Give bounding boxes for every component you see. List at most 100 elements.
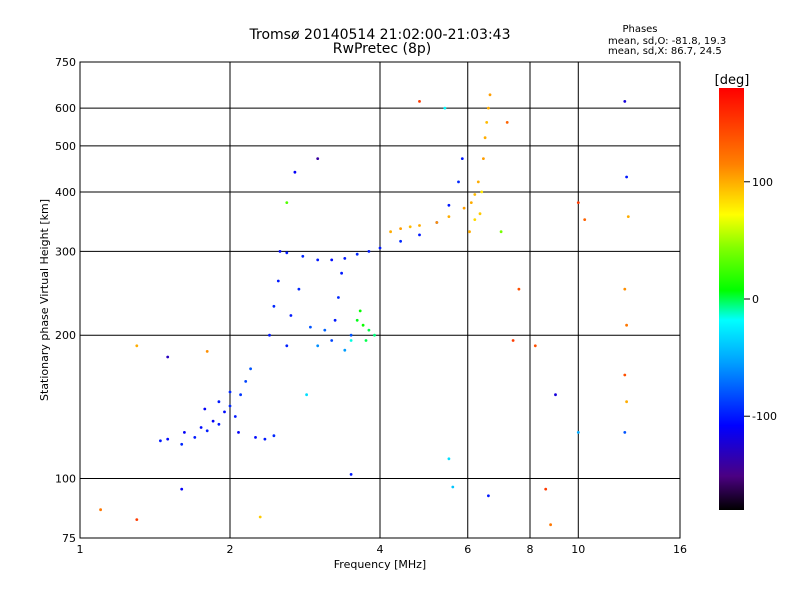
data-point bbox=[468, 230, 471, 234]
data-point bbox=[330, 258, 334, 262]
data-point bbox=[443, 106, 447, 110]
data-point bbox=[499, 230, 503, 234]
colorbar-tick-label: -100 bbox=[752, 410, 777, 423]
x-tick-label: 6 bbox=[464, 543, 471, 556]
colorbar-tick-label: 0 bbox=[752, 293, 759, 306]
data-point bbox=[211, 419, 215, 423]
data-point bbox=[367, 250, 371, 253]
data-point bbox=[517, 287, 521, 291]
data-point bbox=[480, 190, 484, 194]
data-point bbox=[217, 422, 221, 426]
y-tick-label: 500 bbox=[55, 140, 76, 153]
data-point bbox=[254, 436, 257, 439]
data-point bbox=[476, 180, 480, 184]
data-point bbox=[389, 230, 392, 234]
data-point bbox=[511, 339, 515, 342]
data-point bbox=[378, 246, 382, 250]
data-point bbox=[364, 339, 368, 342]
x-tick-label: 16 bbox=[673, 543, 687, 556]
data-point bbox=[223, 410, 226, 414]
data-point bbox=[367, 328, 371, 332]
data-point bbox=[358, 309, 362, 313]
data-point bbox=[625, 400, 628, 404]
data-point bbox=[135, 518, 139, 521]
data-point bbox=[625, 175, 628, 179]
data-point bbox=[478, 212, 482, 216]
data-point bbox=[272, 304, 276, 308]
data-point bbox=[482, 157, 485, 161]
x-tick-label: 2 bbox=[227, 543, 234, 556]
data-point bbox=[623, 431, 627, 434]
data-point bbox=[418, 233, 421, 237]
data-point bbox=[159, 439, 162, 443]
x-tick-label: 8 bbox=[527, 543, 534, 556]
data-point bbox=[135, 344, 139, 348]
stats-x-mode: mean, sd,X: 86.7, 24.5 bbox=[608, 46, 722, 57]
data-point bbox=[576, 201, 580, 205]
data-point bbox=[349, 339, 353, 342]
x-axis-label: Frequency [MHz] bbox=[334, 558, 426, 571]
data-point bbox=[278, 250, 282, 253]
data-point bbox=[473, 218, 477, 222]
data-point bbox=[583, 218, 587, 222]
data-point bbox=[180, 487, 184, 491]
data-point bbox=[623, 373, 627, 377]
data-point bbox=[297, 287, 301, 291]
data-point bbox=[533, 344, 537, 348]
y-tick-label: 400 bbox=[55, 186, 76, 199]
data-points bbox=[99, 93, 630, 527]
x-tick-label: 4 bbox=[377, 543, 384, 556]
data-point bbox=[285, 344, 289, 348]
data-point bbox=[355, 318, 359, 322]
data-point bbox=[418, 224, 421, 227]
y-tick-label: 750 bbox=[55, 56, 76, 69]
data-point bbox=[544, 487, 548, 491]
x-tick-label: 1 bbox=[77, 543, 84, 556]
data-point bbox=[301, 254, 305, 258]
data-point bbox=[249, 367, 253, 371]
data-point bbox=[469, 201, 473, 205]
data-point bbox=[343, 348, 347, 352]
data-point bbox=[447, 203, 451, 207]
data-point bbox=[199, 426, 203, 429]
y-tick-label: 75 bbox=[62, 532, 76, 545]
data-point bbox=[193, 436, 197, 439]
data-point bbox=[305, 393, 308, 397]
data-point bbox=[623, 100, 627, 103]
stats-o-mode: mean, sd,O: -81.8, 19.3 bbox=[608, 36, 726, 47]
data-point bbox=[263, 437, 267, 441]
y-tick-label: 200 bbox=[55, 329, 76, 342]
data-point bbox=[462, 206, 466, 210]
data-point bbox=[435, 221, 439, 224]
data-point bbox=[408, 225, 412, 229]
data-point bbox=[451, 485, 455, 489]
data-point bbox=[457, 180, 460, 184]
data-point bbox=[285, 201, 289, 205]
data-point bbox=[349, 473, 353, 476]
data-point bbox=[289, 314, 293, 317]
colorbar bbox=[719, 88, 744, 510]
data-point bbox=[99, 508, 102, 512]
plot-frame bbox=[79, 61, 681, 539]
y-axis-label: Stationary phase Virtual Height [km] bbox=[38, 199, 51, 401]
data-point bbox=[205, 350, 209, 353]
data-point bbox=[309, 325, 312, 329]
data-point bbox=[258, 515, 262, 519]
data-point bbox=[488, 93, 492, 97]
grid-lines bbox=[80, 62, 680, 538]
data-point bbox=[239, 393, 243, 397]
y-axis-ticks: 75 100 200 300 400 500 600 750 bbox=[55, 56, 76, 545]
data-point bbox=[554, 393, 557, 397]
data-point bbox=[333, 318, 337, 322]
stats-header: Phases bbox=[622, 24, 657, 35]
y-tick-label: 600 bbox=[55, 102, 76, 115]
data-point bbox=[487, 494, 490, 498]
x-axis-ticks: 1 2 4 6 8 10 16 bbox=[77, 543, 688, 556]
data-point bbox=[355, 252, 359, 256]
data-point bbox=[323, 328, 327, 332]
data-point bbox=[625, 323, 628, 327]
y-tick-label: 300 bbox=[55, 245, 76, 258]
data-point bbox=[316, 157, 320, 161]
data-point bbox=[337, 296, 340, 299]
